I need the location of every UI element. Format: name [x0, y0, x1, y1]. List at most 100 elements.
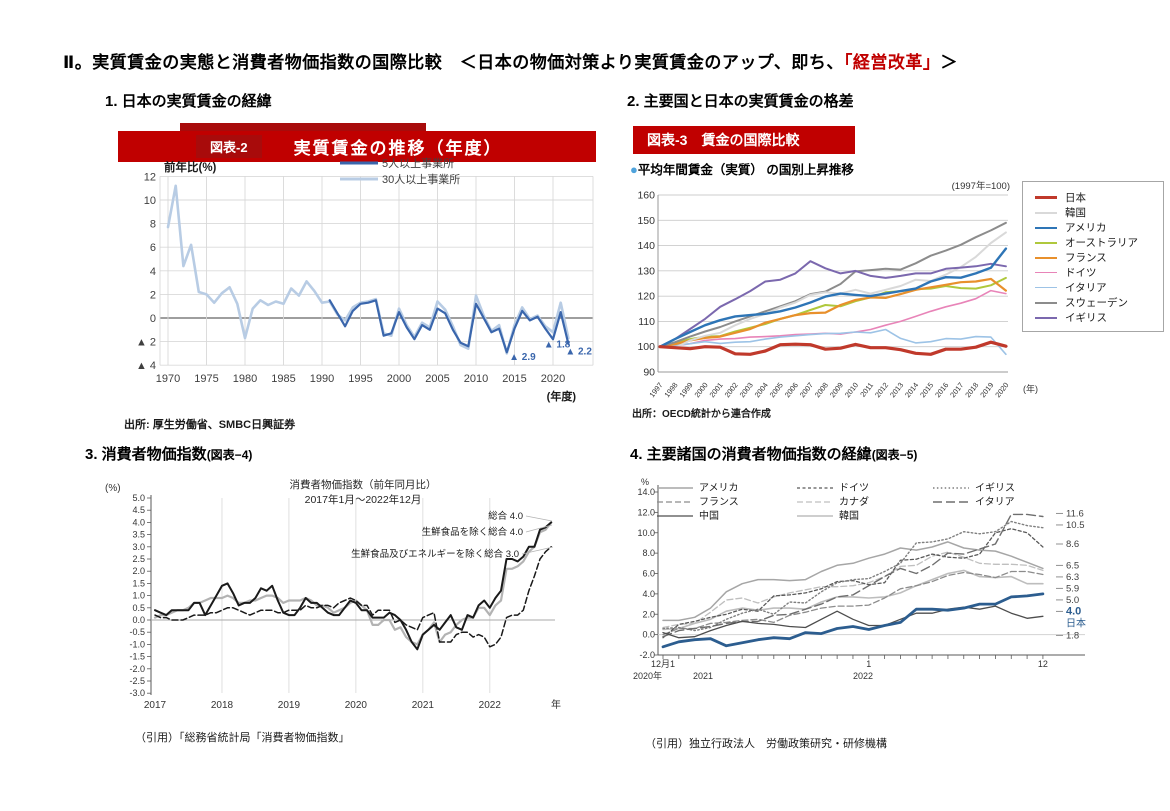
- legend-swatch: [1035, 256, 1057, 259]
- legend-item: イギリス: [1035, 310, 1163, 325]
- section-1-heading: 1. 日本の実質賃金の経緯: [105, 93, 272, 110]
- chart3-y-unit: (%): [105, 483, 121, 494]
- y-tick-label: 0.0: [642, 630, 655, 640]
- x-tick-label: 2010: [843, 381, 860, 400]
- x-tick-label: 1999: [677, 381, 694, 400]
- x-tick-label: 2010: [464, 373, 488, 385]
- legend-label: イギリス: [975, 482, 1015, 494]
- chart2-subtitle: ●平均年間賃金（実質） の国別上昇推移: [630, 159, 854, 178]
- legend-label: オーストラリア: [1065, 237, 1138, 249]
- bullet-icon: ●: [630, 162, 638, 177]
- y-tick-label: 90: [643, 367, 655, 379]
- legend-swatch: [1035, 287, 1057, 288]
- legend-label: イタリア: [975, 496, 1015, 508]
- real-wage-trend-panel: 図表-2 実質賃金の推移（年度） 12 10 8 6 4 2 0 ▲ 2 ▲ 4 1970 1975…: [118, 123, 600, 438]
- legend-label: ドイツ: [839, 483, 869, 494]
- series-30人以上事業所: [166, 184, 570, 355]
- x-tick-label: 12月1: [651, 659, 675, 669]
- section-3-heading: 3. 消費者物価指数(図表−4): [85, 443, 252, 464]
- y-tick-label: 12: [144, 171, 156, 183]
- x-tick-label: 2005: [425, 373, 449, 385]
- legend-item: 日本: [1035, 190, 1163, 205]
- legend-label: アメリカ: [699, 482, 739, 494]
- x-tick-label: 2000: [387, 373, 411, 385]
- legend-label: 中国: [699, 509, 719, 522]
- y-tick-label: 1.5: [132, 578, 145, 588]
- y-tick-label: 0: [150, 313, 156, 325]
- legend-label: 韓国: [839, 510, 859, 522]
- y-tick-label: 4.5: [132, 505, 145, 515]
- x-tick-label: 2006: [783, 381, 800, 400]
- annotation-pointer: [521, 546, 554, 555]
- legend-label: 30人以上事業所: [382, 173, 460, 186]
- x-tick-label: 2017: [144, 700, 167, 711]
- x-tick-label: 1: [866, 659, 871, 669]
- chart3-source: （引用）「総務省統計局「消費者物価指数」: [135, 732, 350, 744]
- legend-label: スウェーデン: [1065, 297, 1128, 309]
- legend-swatch: [1035, 196, 1057, 199]
- y-tick-label: -0.5: [129, 627, 145, 637]
- legend-label: イギリス: [1065, 312, 1107, 324]
- section-3-note: (図表−4): [206, 448, 253, 462]
- x-year-label: 2020年: [633, 670, 662, 681]
- end-value-label: 4.0: [1066, 605, 1081, 617]
- y-tick-label: -2.0: [639, 650, 655, 660]
- chart1-header-bar: 図表-2 実質賃金の推移（年度）: [118, 131, 596, 162]
- series-スウェーデン: [659, 221, 1007, 348]
- legend-item: 韓国: [1035, 205, 1163, 220]
- x-tick-label: 1970: [156, 373, 180, 385]
- y-tick-label: 8: [150, 219, 156, 231]
- x-tick-label: 2022: [479, 700, 502, 711]
- legend-label: 日本: [1065, 192, 1086, 204]
- y-tick-label: -2.0: [129, 664, 145, 674]
- annotation-pointer: [525, 515, 553, 522]
- x-tick-label: 2012: [873, 381, 890, 400]
- y-tick-label: 150: [637, 215, 655, 227]
- x-tick-label: 1998: [662, 381, 679, 400]
- legend-swatch: [1035, 226, 1057, 229]
- x-tick-label: 2021: [412, 700, 435, 711]
- japan-cpi-chart: 5.0 4.5 4.0 3.5 3.0 2.5 2.0 1.5 1.0 0.5 0.0 -0.5 -1.…: [129, 493, 561, 711]
- x-tick-label: 1975: [194, 373, 218, 385]
- annotation: 生鮮食品及びエネルギーを除く総合 3.0: [351, 548, 519, 560]
- legend-item: オーストラリア: [1035, 235, 1163, 250]
- end-value-label: 8.6: [1066, 539, 1079, 550]
- series-フランス: [658, 277, 1007, 348]
- y-tick-label: 0.5: [132, 603, 145, 613]
- x-year-label: 2022: [853, 671, 873, 681]
- y-tick-label: 8.0: [642, 548, 655, 558]
- x-tick-label: 2007: [798, 381, 815, 400]
- x-tick-label: 2020: [345, 700, 368, 711]
- end-series-label: 日本: [1066, 616, 1086, 629]
- legend-item: アメリカ: [1035, 220, 1163, 235]
- legend-swatch: [1035, 272, 1057, 273]
- intl-cpi-panel: 14.0 12.0 10.0 8.0 6.0 4.0 2.0 0.0 -2.0% 12月1 1 12 2…: [613, 473, 1170, 763]
- series-生鮮食品及びエネルギーを除く総合: [154, 546, 552, 648]
- y-tick-label: ▲ 2: [136, 337, 156, 349]
- series-アメリカ: [658, 247, 1008, 348]
- x-tick-label: 2016: [933, 381, 950, 400]
- x-tick-label: 2004: [753, 381, 770, 400]
- series-日本: [658, 340, 1008, 356]
- y-tick-label: 12.0: [637, 507, 655, 517]
- y-tick-label: 2: [150, 289, 156, 301]
- page-title-suffix: ＞: [940, 53, 958, 72]
- chart1-badge: 図表-2: [196, 135, 262, 158]
- chart2-index-note: (1997年=100): [951, 181, 1010, 192]
- x-tick-label: 2000: [692, 381, 709, 400]
- y-tick-label: 2.5: [132, 554, 145, 564]
- intl-cpi-chart: 14.0 12.0 10.0 8.0 6.0 4.0 2.0 0.0 -2.0% 12月1 1 12 2…: [633, 477, 1086, 681]
- x-tick-label: 2001: [708, 381, 725, 400]
- section-4-note: (図表−5): [871, 448, 918, 462]
- legend-label: フランス: [1065, 252, 1107, 264]
- section-4-heading: 4. 主要諸国の消費者物価指数の経緯(図表−5): [630, 443, 917, 464]
- x-tick-label: 2019: [978, 381, 995, 400]
- end-value-label: 11.6: [1066, 508, 1084, 519]
- y-tick-label: 140: [637, 240, 655, 252]
- y-tick-label: 10.0: [637, 528, 655, 538]
- legend-label: イタリア: [1065, 282, 1107, 294]
- x-tick-label: 1985: [271, 373, 295, 385]
- x-tick-label: 2017: [948, 381, 965, 400]
- end-value-label: 6.5: [1066, 560, 1079, 571]
